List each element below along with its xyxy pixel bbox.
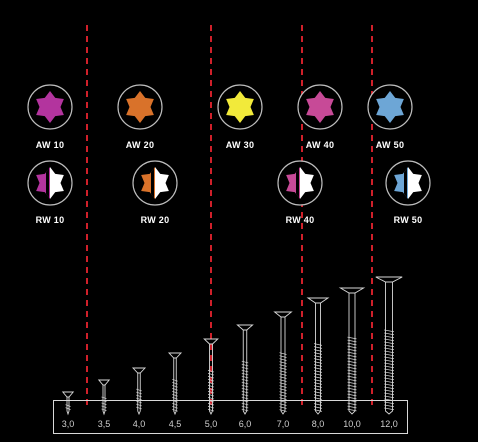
rw-bit-label: RW 40 bbox=[285, 215, 315, 225]
aw-bit-label: AW 50 bbox=[375, 140, 405, 150]
aw-bit-5 bbox=[366, 83, 414, 131]
aw-bit-label: AW 40 bbox=[305, 140, 335, 150]
aw-bit-label: AW 20 bbox=[125, 140, 155, 150]
split-hexalobular-drive-icon bbox=[385, 160, 431, 206]
screw-size-label: 4,5 bbox=[168, 419, 182, 429]
rw-bit-label: RW 20 bbox=[140, 215, 170, 225]
aw-bit-label: AW 30 bbox=[225, 140, 255, 150]
hexalobular-drive-icon bbox=[117, 84, 163, 130]
screw-4 bbox=[167, 352, 183, 416]
rw-bit-1 bbox=[26, 159, 74, 207]
screw-size-label: 4,0 bbox=[132, 419, 146, 429]
screw-size-label: 8,0 bbox=[311, 419, 325, 429]
rw-bit-3 bbox=[276, 159, 324, 207]
split-hexalobular-drive-icon bbox=[27, 160, 73, 206]
screw-1 bbox=[61, 391, 75, 416]
rw-bit-label: RW 50 bbox=[393, 215, 423, 225]
screw-size-label: 7,0 bbox=[276, 419, 290, 429]
screw-5 bbox=[203, 338, 219, 416]
screw-illustrations bbox=[61, 276, 403, 416]
screw-3 bbox=[131, 367, 147, 416]
size-range-dividers bbox=[86, 25, 373, 410]
screw-9 bbox=[338, 287, 366, 415]
aw-bit-2 bbox=[116, 83, 164, 131]
screw-7 bbox=[273, 311, 293, 415]
hexalobular-drive-icon bbox=[297, 84, 343, 130]
screw-6 bbox=[236, 324, 254, 415]
screw-size-label: 5,0 bbox=[204, 419, 218, 429]
hexalobular-drive-icon bbox=[27, 84, 73, 130]
screw-size-label: 3,0 bbox=[61, 419, 75, 429]
rw-bit-label: RW 10 bbox=[35, 215, 65, 225]
screw-8 bbox=[306, 297, 330, 415]
rw-bit-2 bbox=[131, 159, 179, 207]
screw-size-label: 10,0 bbox=[343, 419, 361, 429]
rw-bit-4 bbox=[384, 159, 432, 207]
screw-10 bbox=[375, 276, 403, 415]
hexalobular-drive-icon bbox=[217, 84, 263, 130]
split-hexalobular-drive-icon bbox=[277, 160, 323, 206]
aw-bit-4 bbox=[296, 83, 344, 131]
aw-bit-3 bbox=[216, 83, 264, 131]
screw-size-label: 3,5 bbox=[97, 419, 111, 429]
screw-size-scale bbox=[53, 400, 408, 434]
aw-bit-label: AW 10 bbox=[35, 140, 65, 150]
split-hexalobular-drive-icon bbox=[132, 160, 178, 206]
screw-size-label: 6,0 bbox=[238, 419, 252, 429]
hexalobular-drive-icon bbox=[367, 84, 413, 130]
screw-size-label: 12,0 bbox=[380, 419, 398, 429]
aw-bit-1 bbox=[26, 83, 74, 131]
